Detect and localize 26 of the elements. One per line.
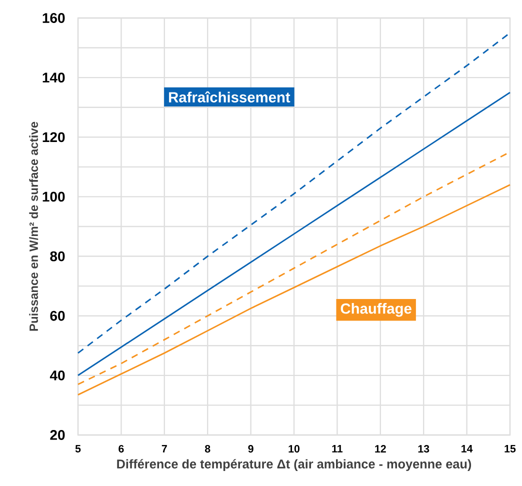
x-tick-label: 11 [332, 445, 343, 452]
x-tick-label: 10 [288, 445, 300, 453]
y-tick-label: 60 [50, 310, 65, 321]
x-tick-label: 5 [75, 445, 81, 452]
text: Chauffage [340, 303, 412, 317]
y-tick-label: 80 [50, 251, 65, 262]
x-tick-label: 15 [504, 445, 516, 452]
line-series [77, 32, 511, 354]
y-tick-label: 140 [42, 72, 65, 83]
y-tick-label: 40 [50, 370, 65, 380]
x-tick-label: 12 [375, 445, 386, 452]
line-series [77, 184, 511, 396]
x-tick-label: 13 [418, 445, 430, 453]
x-tick-label: 9 [248, 445, 254, 453]
x-tick-label: 6 [118, 445, 124, 453]
y-axis-title: Puissance en W/m² de surface active [29, 122, 38, 331]
y-tick-label: 160 [42, 13, 65, 23]
x-tick-label: 8 [204, 445, 210, 453]
y-tick-label: 100 [42, 192, 65, 202]
y-tick-label: 120 [42, 132, 65, 142]
line-series [77, 92, 511, 376]
text: Rafraîchissement [169, 91, 290, 102]
y-tick-label: 20 [50, 430, 65, 440]
x-tick-label: 14 [462, 445, 473, 452]
x-axis-title: Différence de température Δt (air ambiance - moyenne eau) [117, 459, 472, 472]
x-tick-label: 7 [162, 445, 167, 452]
